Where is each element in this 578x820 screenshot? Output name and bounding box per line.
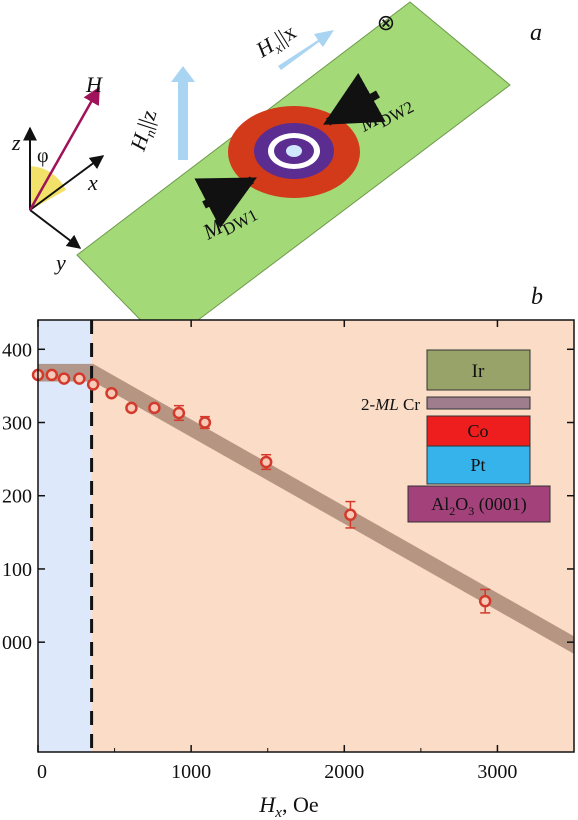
layer-substrate [407, 485, 551, 523]
data-point [57, 372, 71, 385]
layer-cr [426, 396, 531, 410]
panel-a: a ⊗ Hx||x Hn||z MDW1 MDW2 [11, 1, 542, 346]
data-point [105, 386, 118, 400]
phi-arc [30, 166, 66, 210]
y-tick-label: 000 [2, 632, 32, 654]
layer-stack: Ir 2-ML Cr Co Pt Al2O3 (0001) [361, 349, 551, 523]
data-point [198, 416, 212, 429]
data-point [45, 368, 59, 382]
panel-b-label: b [531, 284, 543, 310]
x-axis-label: x [87, 170, 98, 195]
out-of-plane-icon: ⊗ [377, 10, 395, 35]
data-point [125, 401, 138, 415]
x-tick-label: 0 [37, 761, 47, 783]
field-vector [28, 86, 101, 211]
hx-arrow [278, 30, 334, 70]
data-point [259, 455, 273, 469]
y-tick-label: 200 [2, 486, 32, 508]
mdw1-arrow [194, 176, 257, 229]
field-label: H [85, 72, 103, 97]
x-tick-label: 2000 [324, 761, 364, 783]
hn-arrow [171, 66, 195, 160]
layer-co-label: Co [467, 421, 488, 441]
data-point [344, 508, 357, 522]
phi-label: φ [37, 145, 49, 167]
y-tick-label: 300 [2, 413, 32, 435]
data-point [73, 372, 86, 385]
layer-pt-label: Pt [470, 455, 485, 475]
x-axis [29, 155, 105, 211]
data-point [478, 594, 492, 608]
low-field-region [38, 320, 92, 752]
layer-cr-label: 2-ML Cr [361, 395, 420, 414]
coordinate-axes: z x y H φ [11, 72, 105, 275]
high-field-region [91, 320, 574, 752]
z-axis-label: z [11, 130, 21, 155]
x-tick-label: 1000 [171, 761, 211, 783]
layer-substrate-label: Al2O3 (0001) [431, 494, 527, 518]
layer-pt [426, 445, 531, 485]
y-axis-label: y [54, 250, 66, 275]
plot-area: 400 300 200 100 000 0 1000 2000 3000 [2, 319, 575, 783]
x-axis-title: Hx, Oe [258, 792, 318, 820]
layer-ir-label: Ir [472, 361, 485, 382]
data-point [172, 406, 186, 420]
mdw2-arrow [323, 72, 386, 126]
panel-b: b 400 300 200 100 000 0 1000 2000 3000 Hx, Oe I… [2, 284, 575, 820]
layer-co [426, 415, 531, 447]
x-ticks: 0 1000 2000 3000 [37, 320, 517, 783]
domain-core [286, 145, 302, 157]
y-ticks: 400 300 200 100 000 [2, 339, 574, 654]
data-point [86, 378, 100, 391]
plot-frame [37, 319, 575, 753]
x-tick-label: 3000 [477, 761, 517, 783]
y-tick-label: 400 [2, 339, 32, 361]
panel-a-label: a [530, 20, 542, 46]
hn-label: Hn||z [125, 106, 166, 156]
data-point [148, 401, 161, 415]
layer-ir [426, 349, 531, 391]
y-tick-label: 100 [2, 559, 32, 581]
y-axis [29, 209, 82, 249]
